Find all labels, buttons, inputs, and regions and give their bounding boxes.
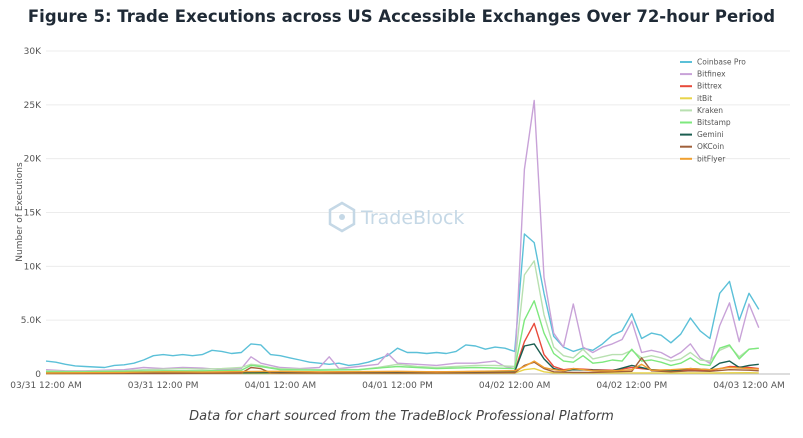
chart-caption: Data for chart sourced from the TradeBlo…: [189, 409, 614, 424]
tradeblock-logo-icon: [328, 201, 356, 233]
legend-label-bittrex: Bittrex: [697, 82, 723, 91]
y-tick-label: 5.0K: [21, 316, 42, 326]
x-tick-label: 04/03 12:00 AM: [713, 381, 785, 391]
series-line-bitstamp: [46, 300, 759, 373]
legend-label-itbit: itBit: [697, 94, 712, 103]
x-tick-label: 03/31 12:00 AM: [10, 381, 82, 391]
y-tick-label: 30K: [24, 47, 42, 57]
tradeblock-logo-dot-icon: [339, 214, 345, 220]
series-line-bitflyer: [45, 360, 759, 374]
y-tick-label: 10K: [24, 262, 42, 272]
legend: Coinbase Pro Bitfinex Bittrex itBit Kraken Bi…: [680, 58, 746, 163]
legend-label-bitstamp: Bitstamp: [697, 118, 731, 127]
legend-label-kraken: Kraken: [697, 106, 723, 115]
y-tick-label: 25K: [24, 101, 42, 111]
tradeblock-watermark: TradeBlock: [328, 201, 464, 233]
line-chart: TradeBlock 30K 25K 20K 15K 10K 5.0K 0 03/31 12…: [10, 47, 790, 391]
y-tick-label: 0: [35, 370, 41, 380]
x-tick-label: 04/02 12:00 PM: [596, 381, 667, 391]
series-line-coinbase-pro: [45, 233, 760, 369]
x-tick-label: 04/01 12:00 AM: [245, 381, 317, 391]
series-lines: [45, 99, 760, 375]
series-line-okcoin: [45, 357, 759, 375]
legend-label-bitflyer: bitFlyer: [697, 154, 726, 163]
chart-title: Figure 5: Trade Executions across US Acc…: [27, 7, 776, 26]
legend-label-gemini: Gemini: [697, 130, 724, 139]
legend-label-coinbase-pro: Coinbase Pro: [697, 58, 746, 67]
y-axis: 30K 25K 20K 15K 10K 5.0K 0: [21, 47, 42, 380]
legend-label-bitfinex: Bitfinex: [697, 70, 726, 79]
y-axis-label: Number of Executions: [15, 162, 25, 262]
x-tick-label: 04/01 12:00 PM: [362, 381, 433, 391]
x-tick-label: 03/31 12:00 PM: [128, 381, 199, 391]
watermark-text: TradeBlock: [360, 207, 464, 229]
x-axis: 03/31 12:00 AM 03/31 12:00 PM 04/01 12:00 …: [10, 373, 790, 391]
y-tick-label: 15K: [24, 209, 42, 219]
legend-label-okcoin: OKCoin: [697, 142, 724, 151]
series-line-bitfinex: [45, 99, 760, 372]
series-line-kraken: [45, 260, 759, 372]
y-tick-label: 20K: [24, 155, 42, 165]
x-tick-label: 04/02 12:00 AM: [479, 381, 551, 391]
